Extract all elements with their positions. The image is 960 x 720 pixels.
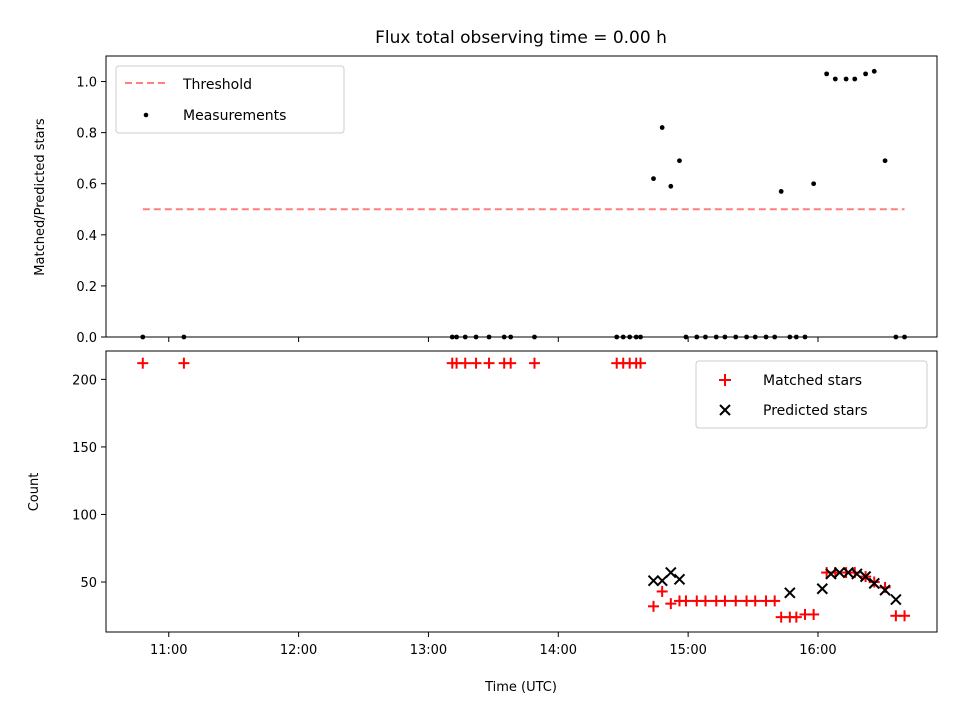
measurement-point xyxy=(824,71,830,77)
bottom-y-tick-label: 100 xyxy=(72,508,97,523)
predicted-star-point xyxy=(890,593,902,606)
measurement-point xyxy=(668,183,674,189)
top-plot-frame xyxy=(105,55,938,338)
bottom-plot-frame xyxy=(105,350,938,633)
bottom-axes: 11:00 12:00 13:00 14:00 15:00 16:00 50 100 150 20… xyxy=(72,373,837,658)
matched-star-point xyxy=(528,357,540,369)
legend-predicted-label: Predicted stars xyxy=(763,403,868,419)
matched-star-point xyxy=(665,598,677,610)
measurement-point xyxy=(778,188,784,194)
bottom-legend-box xyxy=(695,360,928,429)
matched-star-point xyxy=(483,357,495,369)
predicted-star-point xyxy=(647,574,660,587)
predicted-star-point xyxy=(868,577,880,590)
bottom-y-tick-label: 200 xyxy=(72,373,97,388)
legend-matched-label: Matched stars xyxy=(763,373,862,389)
top-axes: 0.0 0.2 0.4 0.6 0.8 1.0 xyxy=(76,76,819,346)
top-legend: Threshold Measurements xyxy=(115,65,345,134)
matched-star-point xyxy=(730,595,742,607)
legend-predicted-swatch xyxy=(719,404,731,416)
predicted-star-point xyxy=(816,583,829,595)
matched-star-point xyxy=(699,595,711,607)
measurement-point xyxy=(843,76,849,82)
measurement-point xyxy=(811,181,817,187)
measurement-point xyxy=(882,158,888,164)
measurement-point xyxy=(852,76,858,82)
bottom-x-tick-label: 12:00 xyxy=(280,643,317,658)
bottom-panel: 11:00 12:00 13:00 14:00 15:00 16:00 50 100 150 20… xyxy=(27,350,938,695)
measurement-point xyxy=(863,71,868,77)
predicted-star-point xyxy=(859,570,872,583)
bottom-x-axis-label: Time (UTC) xyxy=(484,680,557,695)
measurement-point xyxy=(659,125,665,130)
predicted-star-point xyxy=(842,566,854,579)
predicted-star-point xyxy=(825,568,837,580)
measurement-point xyxy=(832,76,838,82)
matched-star-point xyxy=(505,357,517,369)
matched-star-point xyxy=(769,595,781,607)
predicted-star-point xyxy=(656,574,668,587)
bottom-y-axis-label: Count xyxy=(27,473,42,512)
legend-threshold-label: Threshold xyxy=(182,77,252,93)
bottom-x-tick-label: 16:00 xyxy=(799,643,836,658)
top-y-tick-label: 0.8 xyxy=(76,127,97,142)
legend-measurements-swatch xyxy=(143,112,149,118)
bottom-marks xyxy=(137,357,911,623)
top-panel: 0.0 0.2 0.4 0.6 0.8 1.0 Matched/Predicted sta… xyxy=(33,55,938,346)
matched-star-point xyxy=(137,357,149,369)
top-y-tick-label: 1.0 xyxy=(76,76,97,91)
top-y-axis-label: Matched/Predicted stars xyxy=(33,118,48,276)
measurement-point xyxy=(677,158,682,164)
predicted-star-point xyxy=(673,573,686,586)
matched-star-point xyxy=(808,608,820,620)
bottom-x-tick-label: 11:00 xyxy=(150,643,187,658)
bottom-y-tick-label: 50 xyxy=(80,576,97,591)
matched-star-point xyxy=(680,595,692,607)
bottom-y-tick-label: 150 xyxy=(72,441,97,456)
matched-star-point xyxy=(790,611,802,623)
predicted-star-point xyxy=(879,584,891,596)
top-y-tick-label: 0.0 xyxy=(76,331,97,346)
legend-matched-swatch xyxy=(719,374,731,386)
predicted-star-point xyxy=(851,568,863,580)
matched-star-point xyxy=(635,357,647,369)
figure-title: Flux total observing time = 0.00 h xyxy=(375,28,667,48)
bottom-x-tick-label: 13:00 xyxy=(410,643,447,658)
predicted-star-point xyxy=(833,566,846,579)
matched-star-point xyxy=(648,600,660,612)
bottom-x-tick-label: 15:00 xyxy=(669,643,706,658)
top-legend-box xyxy=(115,65,345,134)
matched-star-point xyxy=(470,357,482,369)
matched-star-point xyxy=(656,585,668,597)
legend-measurements-label: Measurements xyxy=(183,108,286,124)
measurement-point xyxy=(871,68,877,74)
matched-star-point xyxy=(459,357,471,369)
top-y-tick-label: 0.4 xyxy=(76,229,97,244)
matched-star-point xyxy=(178,357,190,369)
matched-star-point xyxy=(899,610,911,622)
matched-star-point xyxy=(719,595,731,607)
measurement-point xyxy=(651,176,656,182)
bottom-x-tick-label: 14:00 xyxy=(540,643,577,658)
predicted-star-point xyxy=(784,587,796,599)
top-y-tick-label: 0.2 xyxy=(76,280,97,295)
bottom-legend: Matched stars Predicted stars xyxy=(695,360,928,429)
matched-star-point xyxy=(749,595,761,607)
top-y-tick-label: 0.6 xyxy=(76,178,97,193)
predicted-star-point xyxy=(665,566,677,579)
